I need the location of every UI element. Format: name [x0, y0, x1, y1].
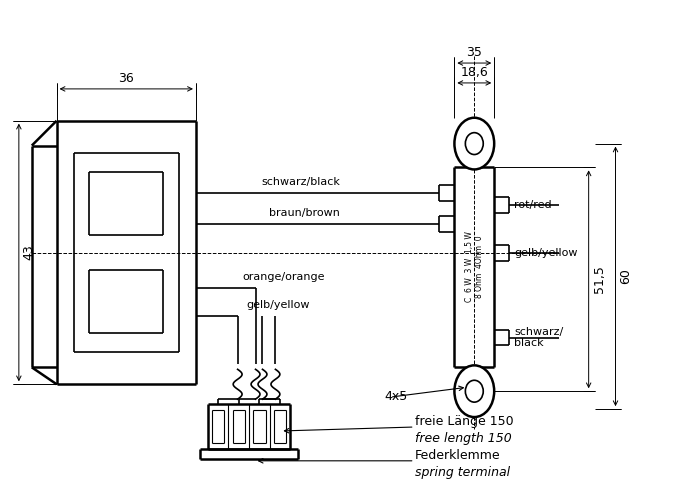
Text: 60: 60	[620, 268, 633, 284]
Text: 36: 36	[118, 72, 134, 85]
Text: 18,6: 18,6	[461, 66, 488, 79]
Text: orange/orange: orange/orange	[243, 272, 325, 282]
Text: 4x5: 4x5	[385, 390, 408, 403]
Text: rot/red: rot/red	[514, 200, 552, 210]
Text: gelb/yellow: gelb/yellow	[246, 300, 310, 310]
Ellipse shape	[454, 365, 494, 417]
Text: Federklemme: Federklemme	[414, 449, 500, 463]
Text: C  6 W  3 W  1,5 W: C 6 W 3 W 1,5 W	[465, 232, 474, 302]
Text: free length 150: free length 150	[414, 433, 512, 446]
Text: 35: 35	[466, 46, 482, 59]
Text: braun/brown: braun/brown	[270, 208, 340, 218]
Text: 8 Ohm  4Ohm  0: 8 Ohm 4Ohm 0	[475, 236, 484, 298]
Text: spring terminal: spring terminal	[414, 466, 510, 479]
Ellipse shape	[454, 118, 494, 170]
Text: schwarz/black: schwarz/black	[261, 177, 340, 187]
Text: schwarz/
black: schwarz/ black	[514, 327, 564, 348]
Text: 51,5: 51,5	[593, 265, 606, 293]
Text: freie Länge 150: freie Länge 150	[414, 415, 513, 428]
Text: 43: 43	[23, 245, 36, 260]
Text: gelb/yellow: gelb/yellow	[514, 248, 577, 258]
